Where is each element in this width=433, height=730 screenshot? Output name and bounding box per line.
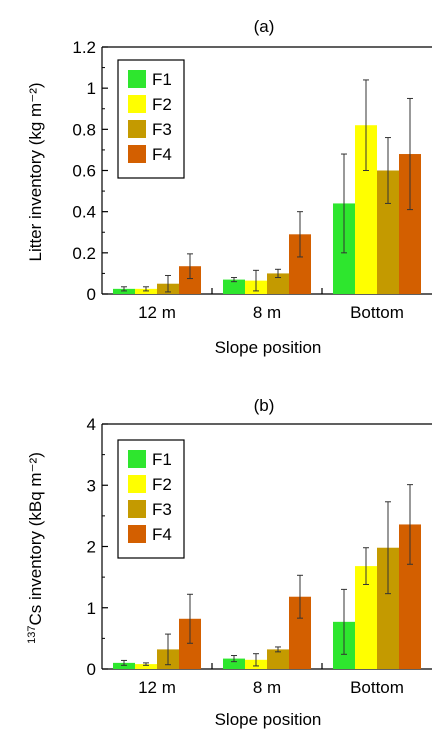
panel-a-litter-chart: (a) 0 0.2 0.4 0.6 0.8 1 1.2 12 m 8 m Bottom F1 F2 F3… bbox=[26, 17, 432, 357]
panel-b-bar-f3 bbox=[377, 547, 399, 669]
panel-b-y-tick-label: 0 bbox=[87, 660, 96, 679]
panel-a-x-tick-label: 12 m bbox=[138, 303, 176, 322]
panel-a-bar-f3 bbox=[377, 170, 399, 294]
panel-b-legend-swatch-f2 bbox=[128, 475, 146, 493]
panel-a-legend-label-f3: F3 bbox=[152, 120, 172, 139]
panel-b-legend-label-f1: F1 bbox=[152, 450, 172, 469]
panel-b-y-tick-label: 3 bbox=[87, 476, 96, 495]
panel-b-legend-swatch-f1 bbox=[128, 450, 146, 468]
panel-a-y-tick-label: 0.4 bbox=[72, 203, 96, 222]
panel-b-bar-f1 bbox=[113, 662, 135, 669]
panel-b-bar-f2 bbox=[355, 566, 377, 669]
panel-b-x-tick-label: 8 m bbox=[253, 678, 281, 697]
panel-b-legend-swatch-f4 bbox=[128, 525, 146, 543]
panel-a-y-tick-label: 1.2 bbox=[72, 38, 96, 57]
panel-b-legend-box bbox=[117, 439, 185, 559]
panel-a-bar-f3 bbox=[267, 273, 289, 294]
panel-a-legend-box bbox=[117, 59, 185, 179]
panel-a-bar-f4 bbox=[289, 234, 311, 294]
panel-b-x-axis-label: Slope position bbox=[215, 710, 322, 729]
panel-a-y-tick-label: 0.2 bbox=[72, 244, 96, 263]
panel-b-title: (b) bbox=[254, 396, 275, 415]
panel-b-legend-swatch-f3 bbox=[128, 500, 146, 518]
panel-a-x-tick-label: Bottom bbox=[350, 303, 404, 322]
panel-a-y-tick-label: 1 bbox=[87, 79, 96, 98]
panel-a-legend-swatch-f2 bbox=[128, 95, 146, 113]
panel-a-bar-f1 bbox=[223, 279, 245, 294]
panel-b-y-tick-label: 4 bbox=[87, 415, 96, 434]
panel-b-bar-f2 bbox=[135, 664, 157, 669]
panel-b-bar-f4 bbox=[289, 596, 311, 669]
panel-a-bar-f2 bbox=[135, 288, 157, 294]
panel-a-bar-f4 bbox=[399, 154, 421, 294]
panel-b-legend-label-f4: F4 bbox=[152, 525, 172, 544]
panel-a-x-axis-label: Slope position bbox=[215, 338, 322, 357]
panel-a-x-tick-label: 8 m bbox=[253, 303, 281, 322]
panel-b-x-tick-label: 12 m bbox=[138, 678, 176, 697]
panel-a-bar-f4 bbox=[179, 266, 201, 294]
panel-a-plot-area: 0 0.2 0.4 0.6 0.8 1 1.2 12 m 8 m Bottom F1 F2 F3 F4 bbox=[72, 38, 432, 322]
panel-b-y-axis-label-main: Cs inventory (kBq m⁻²) bbox=[26, 452, 45, 625]
panel-b-bar-f1 bbox=[223, 658, 245, 669]
panel-a-bar-f1 bbox=[113, 288, 135, 294]
panel-b-plot-area: 0 1 2 3 4 12 m 8 m Bottom F1 F2 F3 F4 bbox=[87, 415, 432, 697]
panel-b-y-tick-label: 2 bbox=[87, 538, 96, 557]
panel-a-bar-f2 bbox=[355, 125, 377, 294]
panel-b-y-axis-label: 137Cs inventory (kBq m⁻²) bbox=[26, 452, 45, 644]
panel-b-bar-f4 bbox=[179, 618, 201, 669]
panel-b-bar-f3 bbox=[267, 649, 289, 669]
panel-b-y-axis-label-superscript: 137 bbox=[26, 625, 38, 643]
panel-a-legend-swatch-f3 bbox=[128, 120, 146, 138]
panel-a-legend-swatch-f4 bbox=[128, 145, 146, 163]
panel-b-bar-f4 bbox=[399, 524, 421, 669]
panel-a-y-tick-label: 0.8 bbox=[72, 120, 96, 139]
panel-b-legend-label-f2: F2 bbox=[152, 475, 172, 494]
panel-a-title: (a) bbox=[254, 17, 275, 36]
panel-a-y-tick-label: 0 bbox=[87, 285, 96, 304]
panel-a-legend-swatch-f1 bbox=[128, 70, 146, 88]
panel-b-legend-label-f3: F3 bbox=[152, 500, 172, 519]
panel-b-y-tick-label: 1 bbox=[87, 599, 96, 618]
panel-a-y-axis-label: Litter inventory (kg m⁻²) bbox=[26, 82, 45, 261]
panel-b-cesium-chart: (b) 0 1 2 3 4 12 m 8 m Bottom F1 F2 F3 F4 Slope pos… bbox=[26, 396, 432, 729]
panel-a-y-tick-label: 0.6 bbox=[72, 162, 96, 181]
panel-a-legend-label-f4: F4 bbox=[152, 145, 172, 164]
panel-a-legend-label-f1: F1 bbox=[152, 70, 172, 89]
panel-a-legend-label-f2: F2 bbox=[152, 95, 172, 114]
panel-b-x-tick-label: Bottom bbox=[350, 678, 404, 697]
